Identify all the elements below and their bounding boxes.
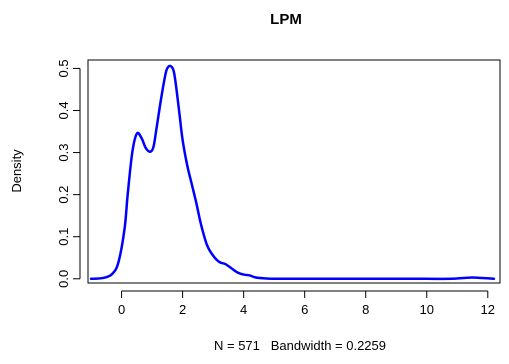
x-tick-label: 8 (362, 302, 369, 317)
y-tick-label: 0.0 (56, 270, 71, 288)
y-tick-label: 0.5 (56, 59, 71, 77)
x-axis-label: N = 571 Bandwidth = 0.2259 (214, 338, 386, 353)
x-tick-label: 10 (420, 302, 434, 317)
y-axis-label: Density (9, 149, 24, 193)
y-tick-label: 0.3 (56, 144, 71, 162)
x-tick-label: 0 (118, 302, 125, 317)
y-tick-label: 0.2 (56, 186, 71, 204)
density-line (89, 64, 496, 281)
x-tick-label: 6 (301, 302, 308, 317)
x-tick-label: 12 (481, 302, 495, 317)
x-tick-label: 2 (179, 302, 186, 317)
y-tick-label: 0.4 (56, 101, 71, 119)
plot-box (87, 59, 501, 284)
chart-title: LPM (270, 11, 302, 28)
y-axis: 0.0 0.1 0.2 0.3 0.4 0.5 (56, 59, 81, 288)
x-tick-label: 4 (240, 302, 247, 317)
x-axis: 0 2 4 6 8 10 12 (118, 290, 495, 317)
y-tick-label: 0.1 (56, 228, 71, 246)
